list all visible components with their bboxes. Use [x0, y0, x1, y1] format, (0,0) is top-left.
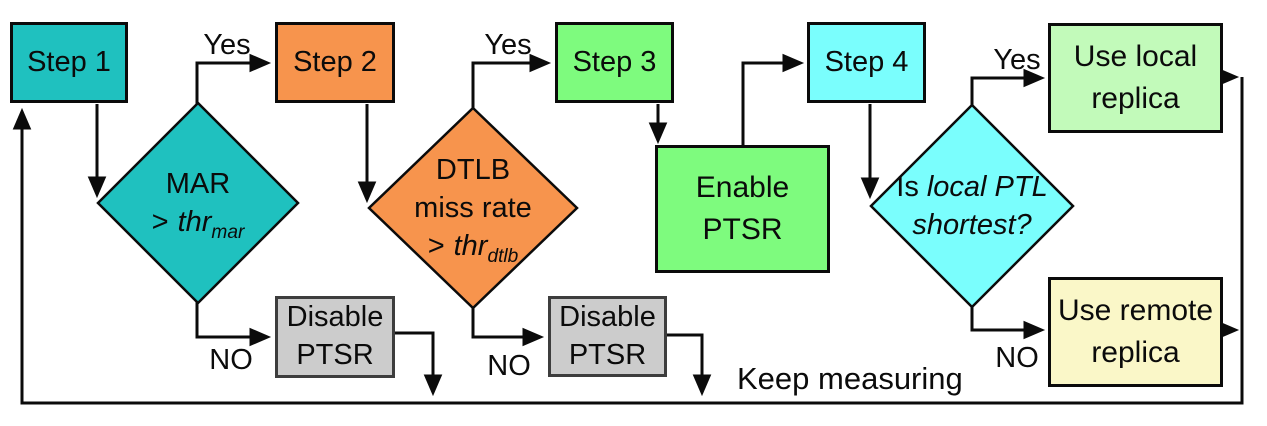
- ptl-line2: shortest?: [912, 209, 1032, 241]
- arrow-loop-return-to-step1: [12, 77, 1244, 405]
- use-local-line1: Use local: [1073, 40, 1198, 73]
- mar-no-label: NO: [209, 344, 253, 376]
- arrow-mar-no-to-disable1: [195, 302, 272, 347]
- arrow-disable2-to-loop: [666, 333, 712, 397]
- disable-ptsr-1-line1: Disable: [286, 301, 384, 334]
- step4-label: Step 4: [824, 45, 909, 78]
- arrow-disable1-to-loop: [395, 331, 443, 397]
- dtlb-threshold-sub: dtlb: [487, 245, 519, 267]
- arrow-dtlb-yes-to-step3: [471, 53, 552, 109]
- use-remote-line1: Use remote: [1057, 294, 1214, 327]
- step3-box: Step 3: [555, 22, 674, 103]
- use-remote-replica-box: Use remote replica: [1048, 277, 1223, 387]
- mar-decision-label: MAR > thrmar: [98, 103, 298, 303]
- ptl-italic1: local PTL: [926, 170, 1048, 203]
- dtlb-threshold: thr: [453, 230, 488, 263]
- dtlb-title: DTLB: [435, 153, 511, 186]
- mar-yes-label: Yes: [203, 29, 251, 61]
- use-local-line2: replica: [1091, 82, 1180, 115]
- decision-diamond-dtlb: [367, 106, 579, 310]
- decision-diamond-mar: [96, 101, 300, 305]
- ptl-no-label: NO: [995, 342, 1039, 374]
- mar-threshold-sub: mar: [211, 221, 245, 243]
- use-local-replica-box: Use local replica: [1048, 23, 1223, 133]
- dtlb-decision-label: DTLB miss rate > thrdtlb: [369, 108, 577, 308]
- decision-diamond-ptl: [869, 103, 1075, 309]
- dtlb-operator: >: [427, 230, 445, 263]
- dtlb-no-label: NO: [487, 350, 531, 382]
- disable-ptsr-1-box: Disable PTSR: [275, 296, 395, 378]
- arrow-enable-to-step4: [741, 53, 805, 146]
- step4-box: Step 4: [807, 22, 926, 103]
- step3-label: Step 3: [572, 45, 657, 78]
- arrow-ptl-yes-to-uselocal: [970, 68, 1046, 106]
- ptl-prefix: Is: [896, 170, 919, 203]
- arrow-ptl-no-to-useremote: [970, 306, 1046, 340]
- enable-ptsr-box: Enable PTSR: [655, 145, 830, 273]
- disable-ptsr-2-box: Disable PTSR: [548, 296, 667, 377]
- step1-box: Step 1: [10, 22, 128, 103]
- disable-ptsr-1-line2: PTSR: [296, 339, 374, 371]
- dtlb-yes-label: Yes: [484, 29, 532, 61]
- dtlb-line2: miss rate: [414, 191, 532, 224]
- step1-label: Step 1: [27, 45, 111, 78]
- ptl-decision-label: Is local PTL shortest?: [871, 105, 1073, 307]
- disable-ptsr-2-line1: Disable: [559, 300, 656, 333]
- mar-title: MAR: [165, 167, 231, 200]
- use-remote-line2: replica: [1091, 336, 1180, 369]
- step2-box: Step 2: [275, 22, 395, 103]
- step2-label: Step 2: [293, 45, 377, 78]
- enable-ptsr-line1: Enable: [695, 171, 790, 204]
- keep-measuring-label: Keep measuring: [737, 361, 963, 396]
- mar-operator: >: [151, 206, 169, 238]
- enable-ptsr-line2: PTSR: [702, 213, 783, 246]
- disable-ptsr-2-line2: PTSR: [568, 338, 647, 371]
- arrow-mar-yes-to-step2: [195, 53, 272, 104]
- mar-threshold: thr: [177, 206, 212, 238]
- arrow-dtlb-no-to-disable2: [471, 307, 545, 347]
- ptl-yes-label: Yes: [993, 44, 1041, 76]
